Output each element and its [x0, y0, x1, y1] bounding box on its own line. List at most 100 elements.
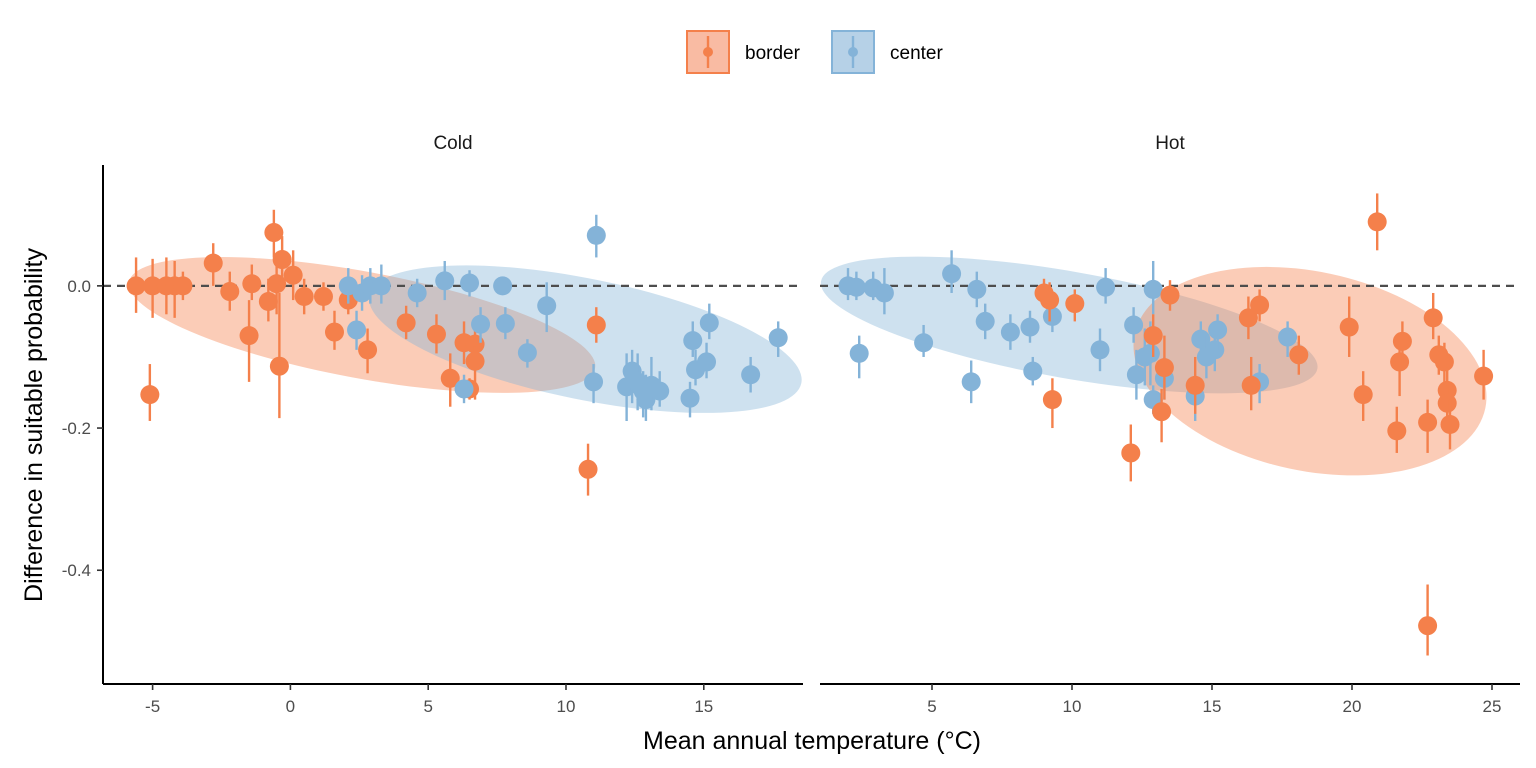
x-axis-title: Mean annual temperature (°C) — [643, 727, 981, 755]
data-point-center — [1090, 340, 1110, 360]
data-point-center — [967, 279, 987, 299]
data-point-center — [697, 352, 717, 372]
y-tick-label: 0.0 — [67, 277, 91, 296]
data-point-border — [1154, 358, 1174, 378]
x-tick-label: 5 — [423, 697, 432, 716]
data-point-center — [699, 313, 719, 333]
data-point-border — [1241, 375, 1261, 395]
data-point-border — [1250, 295, 1270, 315]
data-point-border — [578, 459, 598, 479]
data-point-border — [440, 368, 460, 388]
data-point-center — [914, 333, 934, 353]
data-point-border — [1143, 326, 1163, 346]
data-point-border — [140, 385, 160, 405]
data-point-border — [1065, 294, 1085, 314]
data-point-center — [1042, 306, 1062, 326]
data-point-center — [495, 314, 515, 334]
facet-title-hot: Hot — [1155, 133, 1185, 154]
data-point-center — [961, 372, 981, 392]
data-point-border — [272, 250, 292, 270]
data-point-border — [1339, 317, 1359, 337]
x-tick-label: 10 — [557, 697, 576, 716]
data-point-center — [942, 264, 962, 284]
data-point-border — [1121, 443, 1141, 463]
data-point-border — [258, 292, 278, 312]
data-point-border — [242, 274, 262, 294]
data-point-border — [1042, 390, 1062, 410]
data-point-border — [294, 287, 314, 307]
data-point-border — [1418, 616, 1438, 636]
data-point-border — [220, 282, 240, 302]
y-axis-title: Difference in suitable probability — [20, 248, 48, 602]
data-point-border — [426, 324, 446, 344]
data-point-center — [493, 276, 513, 296]
x-tick-label: 20 — [1343, 697, 1362, 716]
x-tick-label: 10 — [1063, 697, 1082, 716]
data-point-border — [1289, 345, 1309, 365]
data-point-border — [1238, 308, 1258, 328]
legend-item-border: border — [686, 30, 801, 74]
data-point-center — [471, 314, 491, 334]
data-point-center — [1205, 340, 1225, 360]
data-point-border — [1418, 412, 1438, 432]
facet-panels: Cold -5 0 5 10 15 0.0 -0.2 -0.4 Hot 5 10 15 20 25 — [62, 133, 1520, 716]
data-point-border — [1387, 421, 1407, 441]
x-tick-label: 15 — [1203, 697, 1222, 716]
data-point-center — [1143, 279, 1163, 299]
data-point-center — [975, 311, 995, 331]
legend-item-center: center — [831, 30, 943, 74]
data-point-border — [1160, 285, 1180, 305]
series-center — [338, 214, 788, 421]
data-point-border — [313, 287, 333, 307]
ellipse-center — [368, 265, 802, 413]
data-point-border — [1152, 402, 1172, 422]
data-point-center — [1020, 317, 1040, 337]
data-point-center — [680, 388, 700, 408]
data-point-border — [1440, 415, 1460, 434]
data-point-center — [1278, 327, 1298, 347]
data-point-border — [173, 276, 193, 296]
data-point-border — [239, 326, 259, 346]
data-point-border — [269, 356, 289, 376]
data-point-border — [465, 351, 485, 371]
data-point-center — [1023, 361, 1043, 381]
data-point-border — [283, 265, 303, 285]
x-tick-label: 15 — [694, 697, 713, 716]
data-point-border — [324, 322, 344, 342]
legend: border center — [686, 30, 943, 74]
legend-label-border: border — [745, 43, 801, 64]
data-point-border — [1434, 352, 1454, 372]
data-point-border — [586, 315, 606, 335]
ellipse-center — [820, 256, 1318, 394]
panel-hot: Hot 5 10 15 20 25 — [820, 133, 1520, 716]
data-point-border — [264, 223, 284, 243]
y-tick-label: -0.2 — [62, 419, 91, 438]
data-point-center — [435, 271, 455, 291]
y-tick-label: -0.4 — [62, 561, 91, 580]
data-point-center — [650, 381, 670, 401]
series-border — [126, 209, 606, 496]
data-point-border — [1040, 290, 1060, 310]
data-point-center — [586, 225, 606, 245]
data-point-border — [358, 340, 378, 360]
data-point-center — [1126, 365, 1146, 385]
data-point-border — [1437, 393, 1457, 413]
legend-label-center: center — [890, 43, 943, 64]
legend-marker-border — [703, 47, 713, 57]
data-point-center — [741, 365, 761, 385]
data-point-center — [768, 328, 788, 348]
data-point-center — [371, 276, 391, 296]
data-point-border — [203, 253, 223, 273]
x-tick-label: 5 — [927, 697, 936, 716]
data-point-border — [143, 276, 163, 296]
data-point-border — [1423, 308, 1443, 328]
data-point-border — [1390, 352, 1410, 372]
data-point-center — [849, 343, 869, 363]
data-point-center — [1124, 315, 1144, 335]
x-tick-label: -5 — [145, 697, 160, 716]
data-point-center — [347, 320, 367, 340]
data-point-center — [1096, 277, 1116, 297]
data-point-center — [407, 283, 427, 303]
data-point-border — [1367, 212, 1387, 232]
